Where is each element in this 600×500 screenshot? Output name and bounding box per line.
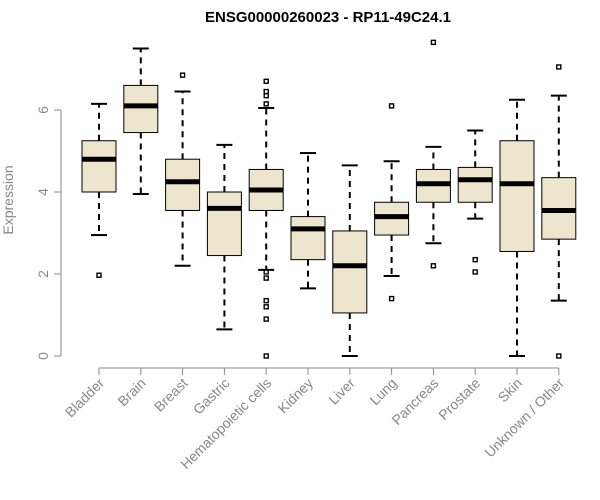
y-tick-label: 2	[35, 270, 51, 278]
outlier-point	[472, 256, 478, 263]
box-group	[123, 47, 159, 196]
outlier-point	[263, 316, 269, 322]
boxplot-series	[81, 39, 577, 359]
x-category-label: Unknown / Other	[481, 375, 567, 461]
iqr-box	[206, 191, 242, 257]
box-group	[81, 102, 117, 278]
x-category-label: Kidney	[275, 375, 317, 417]
outlier-point	[263, 78, 269, 85]
outlier-point	[430, 263, 437, 269]
box-group	[248, 78, 284, 359]
y-tick-label: 0	[35, 352, 51, 360]
outlier-point	[556, 353, 562, 359]
outlier-point	[263, 101, 269, 107]
outlier-point	[263, 297, 269, 304]
outlier-point	[263, 275, 269, 281]
outlier-point	[388, 295, 395, 302]
outlier-point	[179, 72, 186, 78]
outlier-point	[388, 103, 395, 109]
iqr-box	[81, 140, 117, 193]
iqr-box	[457, 166, 493, 203]
iqr-box	[165, 158, 201, 211]
box-group	[206, 143, 242, 331]
box-group	[415, 39, 451, 269]
y-tick-label: 4	[35, 188, 51, 196]
y-axis: 0 2 4 6	[35, 106, 62, 360]
chart-title: ENSG00000260023 - RP11-49C24.1	[205, 9, 451, 26]
box-group	[290, 152, 326, 290]
outlier-point	[430, 39, 437, 46]
x-category-label: Breast	[151, 375, 191, 415]
box-group	[332, 164, 368, 357]
iqr-box	[123, 84, 159, 134]
x-category-label: Brain	[114, 375, 148, 409]
x-category-label: Lung	[366, 375, 399, 408]
y-axis-label: Expression	[0, 165, 16, 234]
iqr-box	[499, 140, 535, 252]
x-category-label: Skin	[495, 375, 526, 406]
box-group	[499, 98, 535, 357]
outlier-point	[96, 272, 102, 278]
iqr-box	[290, 216, 326, 261]
outlier-point	[263, 92, 269, 99]
x-category-label: Prostate	[435, 375, 483, 423]
outlier-point	[472, 269, 478, 275]
outlier-point	[263, 304, 269, 310]
outlier-point	[556, 64, 562, 70]
box-group	[165, 72, 201, 267]
outlier-point	[263, 269, 269, 275]
y-tick-label: 6	[35, 106, 51, 114]
box-group	[541, 64, 577, 359]
x-category-label: Bladder	[62, 375, 108, 421]
box-group	[457, 129, 493, 275]
box-group	[374, 103, 410, 302]
x-category-label: Liver	[325, 375, 358, 408]
outlier-point	[263, 353, 269, 359]
iqr-box	[332, 230, 368, 314]
